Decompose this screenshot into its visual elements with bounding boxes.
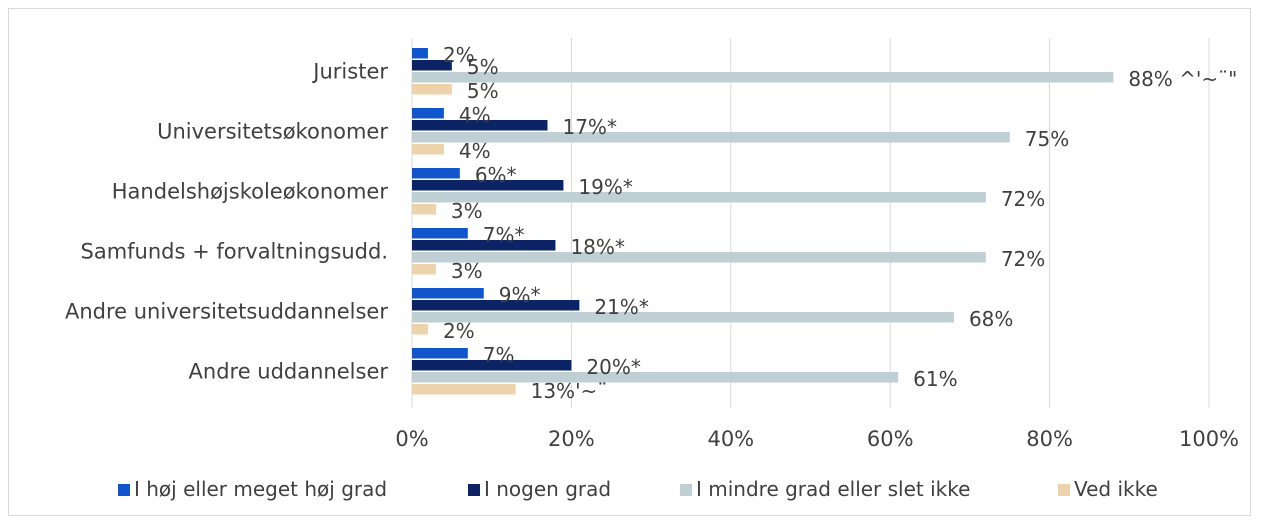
data-label: 18%* xyxy=(570,235,624,259)
data-label: 7%* xyxy=(483,223,525,247)
data-labels: 2%5% 88% ^'~¨"5%4% 17%* 75%4%6%* 19%* 72%3%7%… xyxy=(443,43,1237,403)
bar xyxy=(412,264,436,275)
bar xyxy=(412,372,899,383)
bar xyxy=(412,120,548,131)
data-label: 61% xyxy=(913,367,957,391)
data-label: 9%* xyxy=(499,283,541,307)
data-label: 3% xyxy=(451,199,483,223)
category-labels: Jurister Universitetsøkonomer Handelshøjsk… xyxy=(65,59,388,383)
legend-label: I nogen grad xyxy=(484,477,611,501)
bar xyxy=(412,84,452,95)
data-label: 72% xyxy=(1001,247,1045,271)
data-label: 5% xyxy=(467,79,499,103)
data-label: 13%'~¨ xyxy=(531,379,608,403)
category-label: Andre universitetsuddannelser xyxy=(65,299,388,323)
x-tick-label: 0% xyxy=(395,427,428,451)
x-axis-ticks: 0% 20% 40% 60% 80% 100% xyxy=(395,427,1239,451)
x-tick-label: 20% xyxy=(548,427,595,451)
category-label: Universitetsøkonomer xyxy=(157,119,388,143)
data-label: 19%* xyxy=(578,175,632,199)
bar xyxy=(412,312,954,323)
category-label: Andre uddannelser xyxy=(189,359,389,383)
data-label: 4% xyxy=(459,103,491,127)
data-label: 75% xyxy=(1025,127,1069,151)
bar xyxy=(412,48,428,59)
data-label: 21%* xyxy=(594,295,648,319)
bar xyxy=(412,108,444,119)
bar xyxy=(412,384,516,395)
category-label: Jurister xyxy=(311,59,388,83)
bar xyxy=(412,288,484,299)
legend-label: I høj eller meget høj grad xyxy=(134,477,387,501)
bars xyxy=(412,48,1114,395)
data-label: 72% xyxy=(1001,187,1045,211)
data-label: 68% xyxy=(969,307,1013,331)
x-tick-label: 100% xyxy=(1179,427,1239,451)
bar xyxy=(412,168,460,179)
bar xyxy=(412,348,468,359)
data-label: 3% xyxy=(451,259,483,283)
legend-swatch xyxy=(118,484,130,496)
data-label: 17%* xyxy=(562,115,616,139)
bar xyxy=(412,144,444,155)
legend: I høj eller meget høj grad I nogen grad I … xyxy=(118,477,1158,501)
bar xyxy=(412,180,564,191)
bar xyxy=(412,72,1114,83)
data-label: 20%* xyxy=(586,355,640,379)
bar xyxy=(412,60,452,71)
bar xyxy=(412,132,1010,143)
data-label: 88% ^'~¨" xyxy=(1128,67,1237,91)
data-label: 2% xyxy=(443,319,475,343)
legend-swatch xyxy=(680,484,692,496)
legend-label: I mindre grad eller slet ikke xyxy=(696,477,970,501)
legend-swatch xyxy=(468,484,480,496)
data-label: 2% xyxy=(443,43,475,67)
bar xyxy=(412,300,580,311)
bar xyxy=(412,360,572,371)
bar xyxy=(412,204,436,215)
gridlines xyxy=(411,38,1210,408)
category-label: Samfunds + forvaltningsudd. xyxy=(81,239,389,263)
data-label: 4% xyxy=(459,139,491,163)
data-label: 6%* xyxy=(475,163,517,187)
bar xyxy=(412,252,986,263)
bar xyxy=(412,324,428,335)
data-label: 7% xyxy=(483,343,515,367)
bar xyxy=(412,228,468,239)
x-tick-label: 80% xyxy=(1026,427,1073,451)
category-label: Handelshøjskoleøkonomer xyxy=(112,179,389,203)
data-label: 5% xyxy=(467,55,499,79)
x-tick-label: 60% xyxy=(867,427,914,451)
legend-label: Ved ikke xyxy=(1074,477,1158,501)
bar xyxy=(412,240,556,251)
legend-swatch xyxy=(1058,484,1070,496)
bar xyxy=(412,192,986,203)
x-tick-label: 40% xyxy=(707,427,754,451)
